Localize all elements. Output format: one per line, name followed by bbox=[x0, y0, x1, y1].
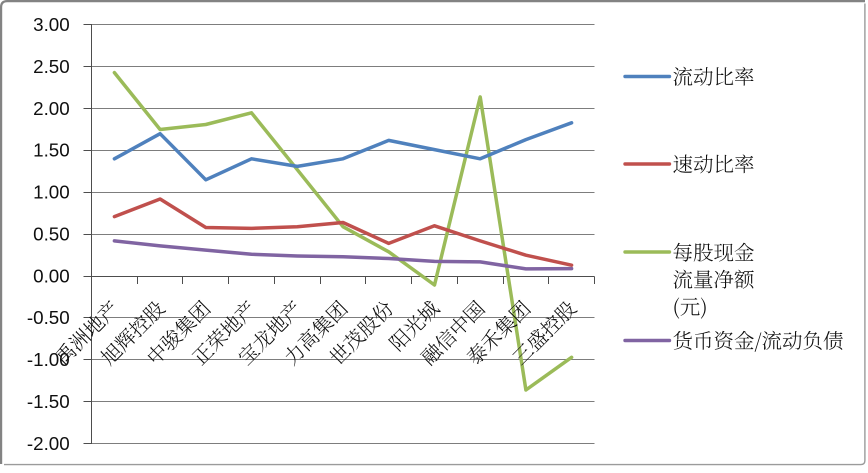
svg-text:2.50: 2.50 bbox=[33, 56, 70, 77]
svg-text:-0.50: -0.50 bbox=[27, 307, 70, 328]
svg-text:0.50: 0.50 bbox=[33, 223, 70, 244]
svg-text:2.00: 2.00 bbox=[33, 98, 70, 119]
svg-text:1.50: 1.50 bbox=[33, 140, 70, 161]
svg-text:-1.50: -1.50 bbox=[27, 391, 70, 412]
svg-text:-2.00: -2.00 bbox=[27, 433, 70, 454]
svg-text:1.00: 1.00 bbox=[33, 182, 70, 203]
svg-text:3.00: 3.00 bbox=[33, 14, 70, 35]
svg-text:0.00: 0.00 bbox=[33, 265, 70, 286]
